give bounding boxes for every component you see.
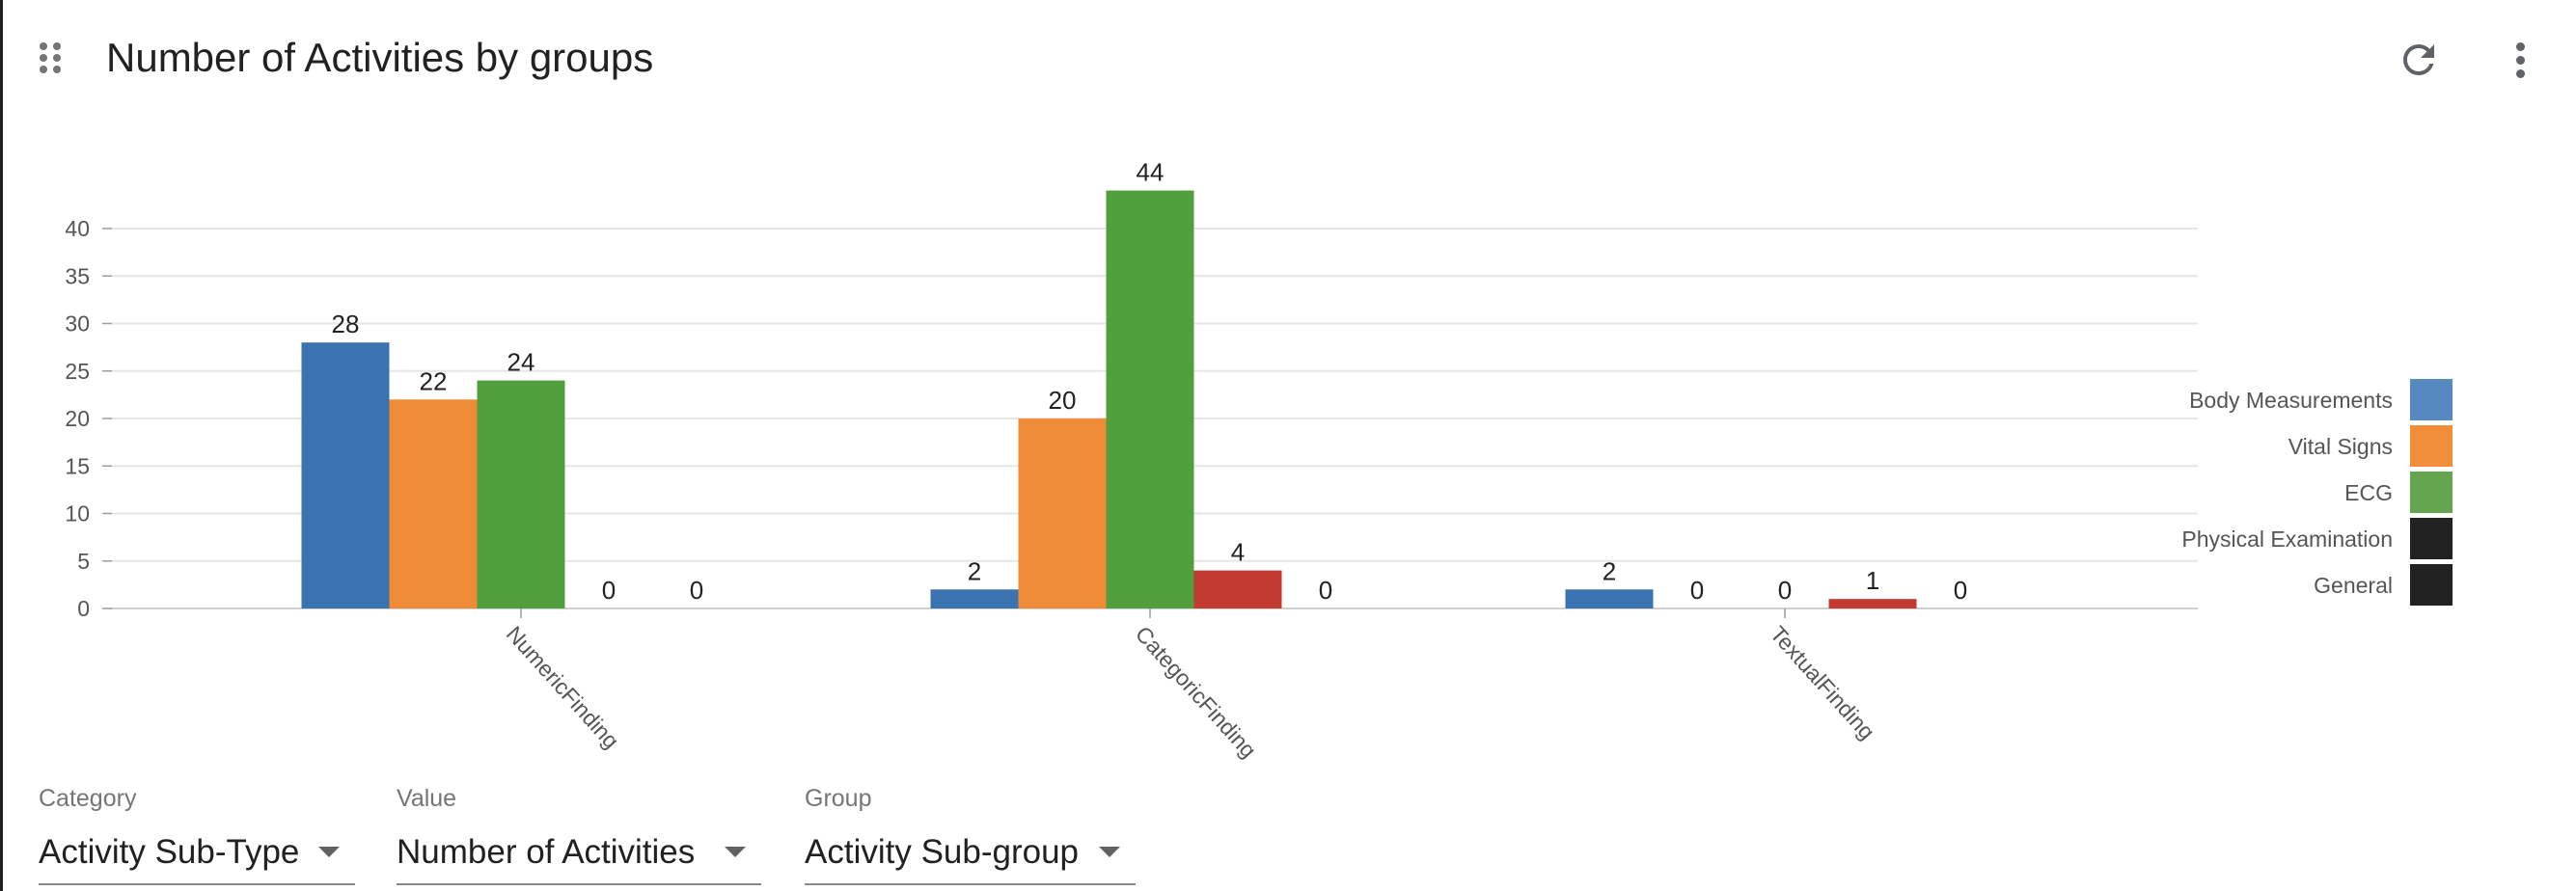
value-control: Value Number of Activities [397,771,761,891]
category-value: Activity Sub-Type [39,833,300,871]
bar [301,342,390,608]
y-tick-label: 25 [65,359,90,384]
bar [1018,418,1107,608]
data-label: 0 [690,576,703,605]
y-tick-label: 20 [65,406,90,431]
legend-label: ECG [2344,480,2393,505]
bar [389,399,478,608]
x-tick-label: NumericFinding [502,621,624,753]
value-select[interactable]: Number of Activities [397,825,761,885]
data-label: 28 [332,310,360,338]
y-tick-label: 5 [77,549,90,574]
bar [477,380,565,608]
data-label: 0 [602,576,616,605]
widget-title: Number of Activities by groups [106,35,654,80]
group-control: Group Activity Sub-group [805,771,1136,891]
y-tick-label: 10 [65,501,90,526]
bar [1828,599,1917,608]
value-label: Value [397,785,457,812]
data-label: 24 [507,348,535,377]
widget-header: Number of Activities by groups [3,0,2576,123]
y-tick-label: 40 [65,216,90,241]
bar [1193,570,1282,608]
data-label: 0 [1778,576,1792,605]
data-label: 20 [1049,386,1077,415]
value-value: Number of Activities [397,833,696,871]
group-select[interactable]: Activity Sub-group [805,825,1136,885]
data-label: 4 [1231,538,1245,567]
category-select[interactable]: Activity Sub-Type [39,825,355,885]
data-label: 2 [1603,556,1616,585]
legend-swatch [2410,472,2453,513]
refresh-icon [2403,44,2434,75]
x-tick-label: TextualFinding [1766,621,1880,744]
refresh-button[interactable] [2396,37,2442,83]
category-label: Category [39,785,137,812]
chart-controls: Category Activity Sub-Type Value Number … [3,771,2576,891]
data-label: 1 [1866,566,1879,595]
data-label: 44 [1137,158,1165,187]
drag-handle-icon[interactable] [36,39,65,77]
legend-label: Vital Signs [2288,434,2393,459]
bar [930,589,1019,608]
y-tick-label: 15 [65,453,90,478]
legend-label: Body Measurements [2189,388,2393,413]
data-label: 0 [1954,576,1967,605]
dropdown-arrow-icon [1099,847,1120,857]
group-label: Group [805,785,872,812]
bar [1106,190,1194,608]
data-label: 0 [1690,576,1704,605]
y-tick-label: 35 [65,263,90,288]
legend-swatch [2410,518,2453,559]
legend-label: Physical Examination [2181,526,2393,552]
x-tick-label: CategoricFinding [1131,621,1262,763]
data-label: 0 [1319,576,1332,605]
dropdown-arrow-icon [318,847,340,857]
legend-swatch [2410,379,2453,420]
legend-label: General [2314,573,2393,598]
category-control: Category Activity Sub-Type [39,771,355,891]
data-label: 22 [420,366,448,395]
y-tick-label: 0 [77,596,90,621]
bar [1565,589,1654,608]
data-label: 2 [968,556,981,585]
y-tick-label: 30 [65,311,90,337]
group-value: Activity Sub-group [805,833,1080,871]
legend-swatch [2410,425,2453,467]
more-options-button[interactable] [2504,37,2536,83]
dropdown-arrow-icon [725,847,746,857]
legend-swatch [2410,564,2453,606]
